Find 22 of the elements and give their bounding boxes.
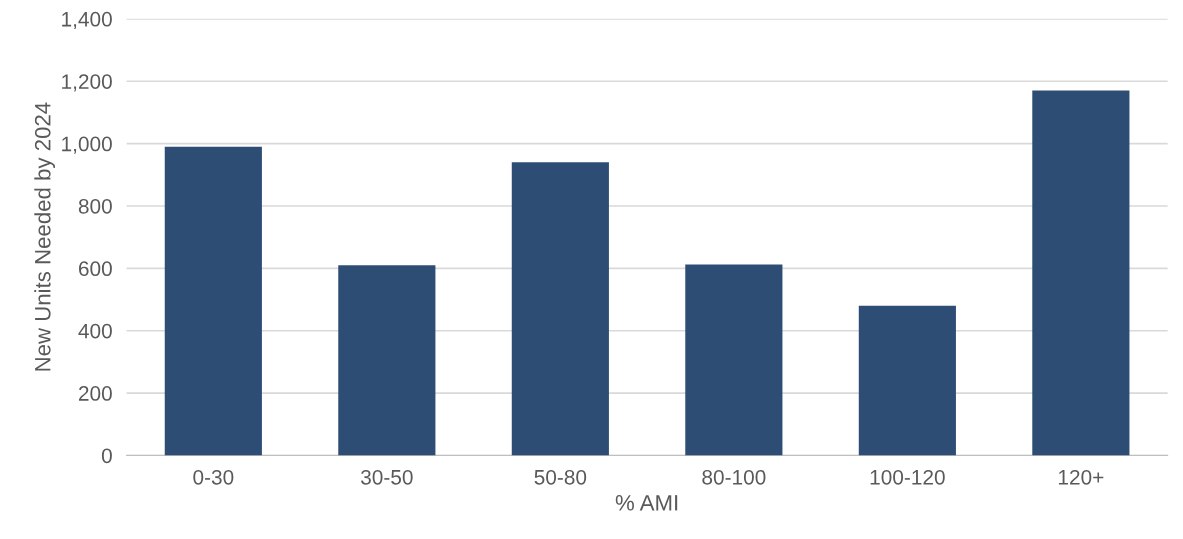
x-tick-label: 80-100 <box>702 469 766 485</box>
bar <box>338 265 436 456</box>
x-tick-label: 30-50 <box>361 469 413 485</box>
y-tick-label: 600 <box>78 261 112 277</box>
x-tick-label: 0-30 <box>193 469 234 485</box>
y-tick-label: 200 <box>78 386 112 401</box>
y-tick-label: 1,200 <box>62 74 112 92</box>
x-tick-label: 100-120 <box>870 469 945 485</box>
x-tick-label: 50-80 <box>534 469 587 485</box>
y-tick-label: 0 <box>101 448 112 464</box>
bar <box>511 162 609 456</box>
y-axis-title: New Units Needed by 2024 <box>34 102 56 371</box>
bar <box>685 264 783 456</box>
bar <box>164 146 262 456</box>
y-tick-label: 1,400 <box>62 11 112 30</box>
y-tick-label: 800 <box>78 198 112 214</box>
x-tick-label: 120+ <box>1058 469 1104 485</box>
x-axis-title: % AMI <box>615 495 678 511</box>
y-tick-label: 400 <box>78 323 112 339</box>
bar <box>858 305 956 456</box>
y-tick-label: 1,000 <box>62 136 112 154</box>
bar <box>1032 90 1130 456</box>
